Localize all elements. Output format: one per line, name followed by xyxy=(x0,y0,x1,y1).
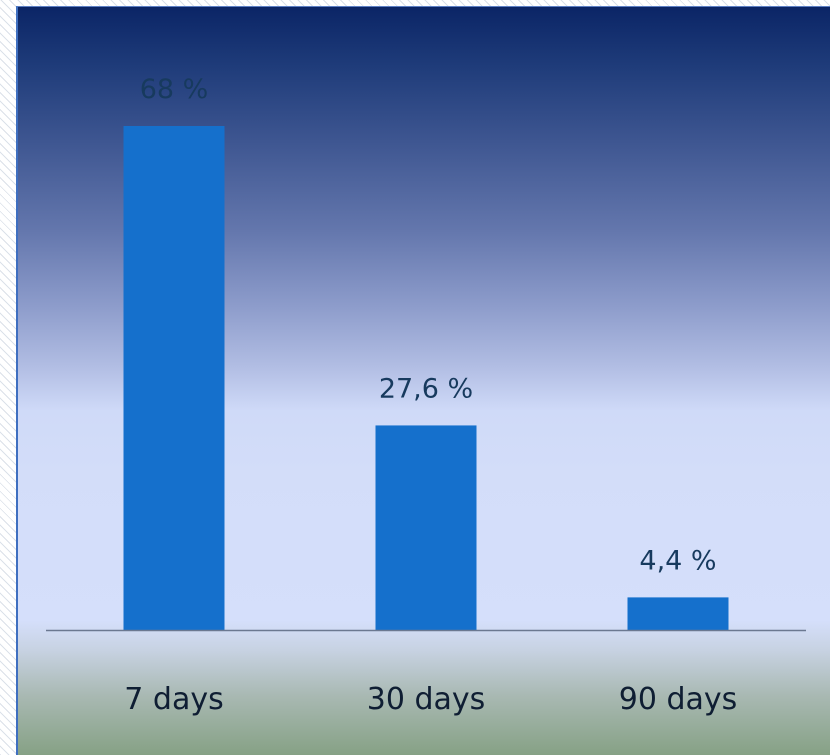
bar-1 xyxy=(375,425,477,630)
bar-2 xyxy=(627,597,729,630)
category-label-1: 30 days xyxy=(367,682,486,717)
value-label-0: 68 % xyxy=(140,74,209,105)
bars-layer xyxy=(123,126,729,630)
value-label-1: 27,6 % xyxy=(379,373,473,404)
category-label-2: 90 days xyxy=(619,682,738,717)
category-label-0: 7 days xyxy=(124,682,223,717)
labels-layer: 68 % 7 days 27,6 % 30 days 4,4 % 90 days xyxy=(124,74,737,717)
value-label-2: 4,4 % xyxy=(639,545,716,576)
bar-0 xyxy=(123,126,225,630)
